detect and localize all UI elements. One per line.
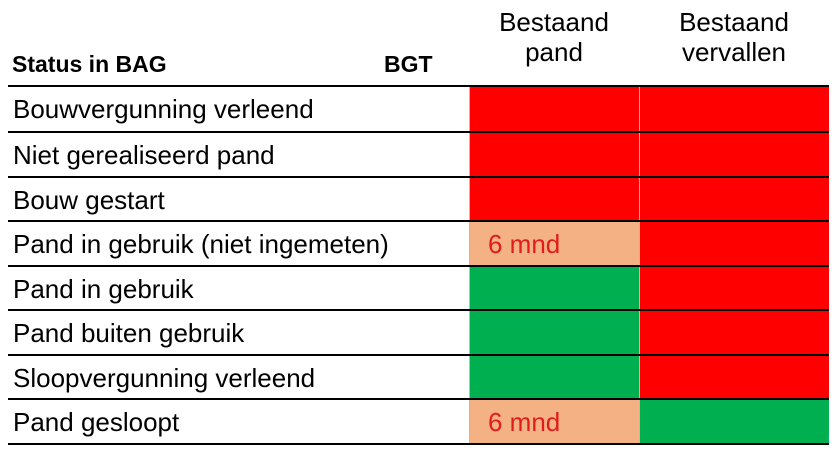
table-row: Pand buiten gebruik xyxy=(8,311,829,356)
cell-bestaand-vervallen xyxy=(639,222,829,265)
cell-bestaand-vervallen xyxy=(639,400,829,443)
table-row: Pand in gebruik xyxy=(8,267,829,312)
cell-bestaand-pand xyxy=(469,311,639,354)
cell-bestaand-pand xyxy=(469,356,639,399)
header-status-in-bag: Status in BAG xyxy=(12,49,167,79)
cell-bestaand-vervallen xyxy=(639,356,829,399)
row-label: Pand in gebruik (niet ingemeten) xyxy=(8,222,469,265)
table-row: Sloopvergunning verleend xyxy=(8,356,829,401)
row-label: Bouwvergunning verleend xyxy=(8,87,469,131)
cell-bestaand-pand xyxy=(469,267,639,310)
cell-bestaand-pand: 6 mnd xyxy=(469,222,639,265)
row-label: Bouw gestart xyxy=(8,178,469,221)
cell-bestaand-pand xyxy=(469,178,639,221)
table-row: Pand in gebruik (niet ingemeten) 6 mnd xyxy=(8,222,829,267)
table-row: Bouw gestart xyxy=(8,178,829,223)
header-col1-line1: Bestaand xyxy=(469,7,639,37)
table-row: Bouwvergunning verleend xyxy=(8,87,829,133)
header-bestaand-vervallen: Bestaand vervallen xyxy=(639,7,829,67)
row-label: Pand buiten gebruik xyxy=(8,311,469,354)
cell-bestaand-vervallen xyxy=(639,87,829,131)
row-label: Niet gerealiseerd pand xyxy=(8,133,469,176)
cell-bestaand-vervallen xyxy=(639,178,829,221)
cell-bestaand-pand xyxy=(469,133,639,176)
header-col1-line2: pand xyxy=(469,37,639,67)
header-bestaand-pand: Bestaand pand xyxy=(469,7,639,67)
status-table: Bouwvergunning verleend Niet gerealiseerd… xyxy=(8,85,829,445)
row-label: Sloopvergunning verleend xyxy=(8,356,469,399)
cell-bestaand-vervallen xyxy=(639,311,829,354)
table-row: Niet gerealiseerd pand xyxy=(8,133,829,178)
header-col2-line2: vervallen xyxy=(639,37,829,67)
row-label: Pand gesloopt xyxy=(8,400,469,443)
table-row: Pand gesloopt 6 mnd xyxy=(8,400,829,445)
cell-bestaand-pand: 6 mnd xyxy=(469,400,639,443)
cell-bestaand-pand xyxy=(469,87,639,131)
header-col2-line1: Bestaand xyxy=(639,7,829,37)
cell-bestaand-vervallen xyxy=(639,133,829,176)
cell-bestaand-vervallen xyxy=(639,267,829,310)
row-label: Pand in gebruik xyxy=(8,267,469,310)
header-bgt: BGT xyxy=(384,49,433,79)
